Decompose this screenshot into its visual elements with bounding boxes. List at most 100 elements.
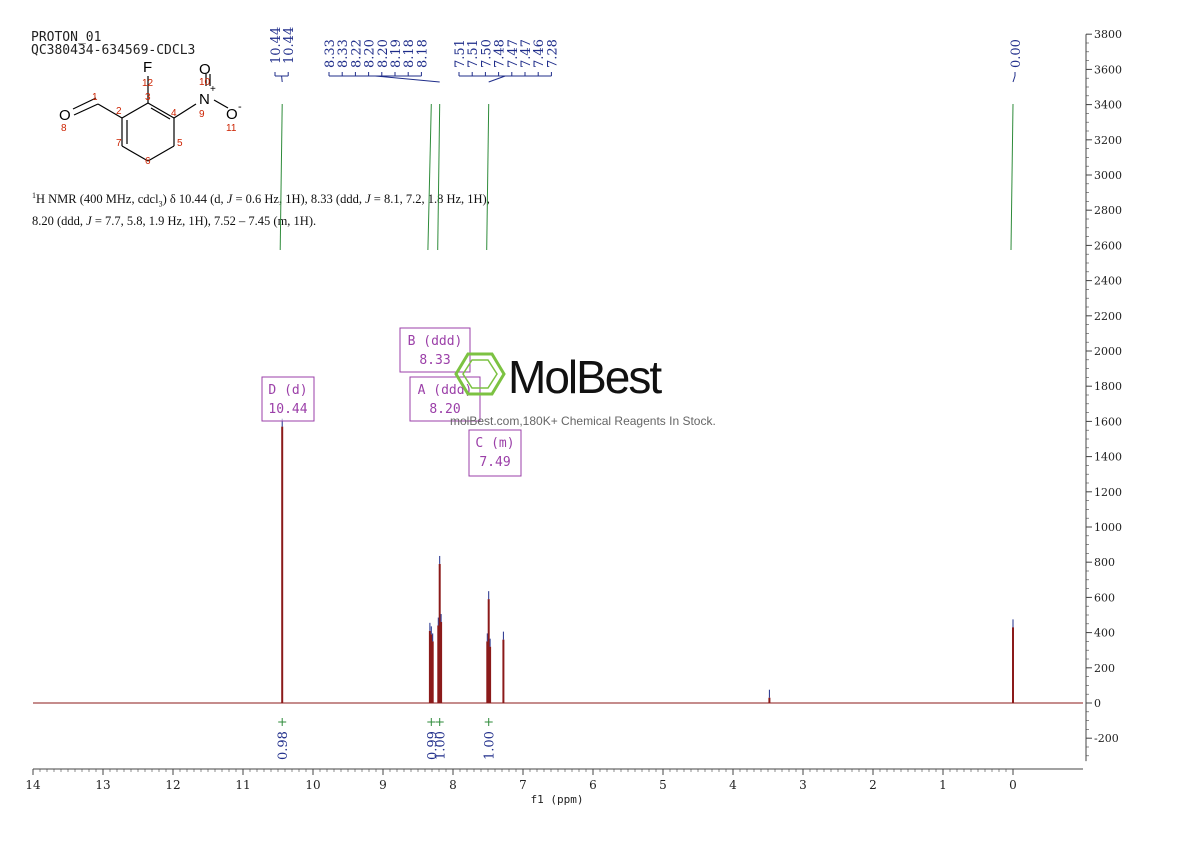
bond xyxy=(121,102,149,119)
watermark: MolBest xyxy=(454,351,664,403)
watermark-logo-inner-icon xyxy=(462,359,498,389)
atom-label: O xyxy=(199,61,211,78)
spectrum-trace xyxy=(33,418,1083,704)
bond xyxy=(213,99,229,109)
peak-label: 7.28 xyxy=(545,39,560,68)
peak-label: 10.44 xyxy=(269,27,284,64)
peak-label: 0.00 xyxy=(1009,39,1024,68)
atom-label: F xyxy=(143,59,152,76)
x-tick-label: 13 xyxy=(95,778,110,792)
desc-sub: 3 xyxy=(158,199,163,209)
multiplet-label: A (ddd) xyxy=(418,383,473,398)
peak-label: 8.19 xyxy=(389,39,404,68)
y-tick-label: 200 xyxy=(1094,662,1115,675)
atom-number: 4 xyxy=(171,108,177,119)
desc-j1: J xyxy=(226,192,233,207)
y-tick-label: 1800 xyxy=(1094,380,1122,393)
x-tick-label: 0 xyxy=(1009,778,1017,792)
atom-label: N xyxy=(199,91,210,108)
experiment-name: PROTON_01 xyxy=(31,30,102,45)
multiplet-box xyxy=(409,376,481,422)
desc-j3: J xyxy=(86,213,92,228)
peak-label-connector xyxy=(281,75,283,83)
peak-label: 7.47 xyxy=(519,39,534,68)
guide-line xyxy=(427,103,432,251)
x-tick-label: 11 xyxy=(235,778,250,792)
x-tick-label: 4 xyxy=(729,778,737,792)
atom-number: 11 xyxy=(226,123,237,134)
peak-label: 7.46 xyxy=(532,39,547,68)
atom-number: 10 xyxy=(199,77,211,88)
peak-label: 8.33 xyxy=(323,39,338,68)
guide-line xyxy=(486,103,490,251)
watermark-tagline: molBest.com,180K+ Chemical Reagents In S… xyxy=(450,414,716,428)
bond xyxy=(121,145,149,162)
peak-label: 7.50 xyxy=(479,39,494,68)
y-tick-label: 1000 xyxy=(1094,521,1122,534)
y-tick-label: 1600 xyxy=(1094,415,1122,428)
guide-line xyxy=(279,103,283,251)
desc-part3: = 0.6 Hz, 1H), 8.33 (ddd, xyxy=(232,192,366,207)
desc-line2b: = 7.7, 5.8, 1.9 Hz, 1H), 7.52 – 7.45 (m,… xyxy=(91,213,317,228)
x-tick-label: 14 xyxy=(25,778,41,792)
atom-label: O xyxy=(59,107,71,124)
bond xyxy=(97,103,123,119)
y-tick-label: 2200 xyxy=(1094,310,1122,323)
atom-number: 3 xyxy=(145,92,151,103)
y-tick-label: 2800 xyxy=(1094,204,1122,217)
atom-number: 5 xyxy=(177,138,183,149)
y-tick-label: 3400 xyxy=(1094,99,1122,112)
peak-label: 8.22 xyxy=(349,39,364,68)
x-axis-title: f1 (ppm) xyxy=(531,793,584,806)
atom-number: 9 xyxy=(199,109,205,120)
nmr-description: 1H NMR (400 MHz, cdcl3) δ 10.44 (d, J = … xyxy=(32,187,592,230)
bond-double xyxy=(150,107,171,120)
watermark-brand: MolBest xyxy=(508,351,662,403)
y-tick-label: 2600 xyxy=(1094,239,1122,252)
integrals: 0.98 0.991.00 1.00 xyxy=(276,718,498,760)
x-tick-label: 2 xyxy=(869,778,877,792)
bond-double xyxy=(72,97,97,110)
y-tick-label: 3200 xyxy=(1094,134,1122,147)
y-tick-label: 3600 xyxy=(1094,63,1122,76)
x-tick-label: 12 xyxy=(165,778,180,792)
y-tick-label: 1400 xyxy=(1094,451,1122,464)
bond xyxy=(173,103,197,119)
x-tick-label: 3 xyxy=(799,778,807,792)
y-tick-label: 2400 xyxy=(1094,275,1122,288)
y-tick-label: 400 xyxy=(1094,627,1115,640)
y-tick-label: 800 xyxy=(1094,556,1115,569)
y-tick-label: 0 xyxy=(1094,697,1101,710)
charge-label: + xyxy=(210,84,216,95)
x-tick-label: 7 xyxy=(519,778,527,792)
multiplet-boxes: D (d) 10.44 B (ddd) 8.33 A (ddd) 8.20 C (m) 7.4… xyxy=(261,327,522,477)
multiplet-box xyxy=(468,429,522,477)
guide-line xyxy=(437,103,441,251)
y-tick-label: 2000 xyxy=(1094,345,1122,358)
desc-j2: J xyxy=(365,192,371,207)
peak-label-connector xyxy=(1012,75,1016,83)
multiplet-label: D (d) xyxy=(268,383,307,398)
atom-number: 1 xyxy=(92,92,98,103)
integral-value: 1.00 xyxy=(434,731,449,760)
desc-part2: ) δ 10.44 (d, xyxy=(162,192,227,207)
multiplet-label: B (ddd) xyxy=(408,334,463,349)
peak-label: 8.33 xyxy=(336,39,351,68)
x-tick-label: 8 xyxy=(449,778,457,792)
multiplet-box xyxy=(399,327,471,373)
y-tick-label: 3000 xyxy=(1094,169,1122,182)
x-tick-label: 9 xyxy=(379,778,387,792)
peak-label: 7.48 xyxy=(493,39,508,68)
molecule-atoms: F N O O O + - xyxy=(59,59,242,124)
peak-label: 8.20 xyxy=(376,39,391,68)
atom-number: 12 xyxy=(142,78,154,89)
atom-label: O xyxy=(226,106,238,123)
integral-value: 1.00 xyxy=(483,731,498,760)
x-tick-label: 5 xyxy=(659,778,667,792)
y-tick-label: -200 xyxy=(1094,732,1119,745)
peak-label: 8.20 xyxy=(363,39,378,68)
peak-label: 8.18 xyxy=(402,39,417,68)
bond xyxy=(147,102,175,119)
multiplet-box xyxy=(261,376,315,422)
